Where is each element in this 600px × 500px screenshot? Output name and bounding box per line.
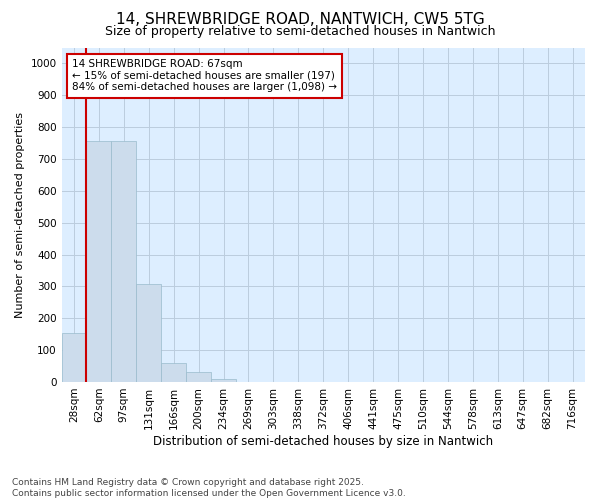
Bar bbox=[211, 379, 236, 382]
Bar bbox=[86, 142, 112, 382]
Text: 14 SHREWBRIDGE ROAD: 67sqm
← 15% of semi-detached houses are smaller (197)
84% o: 14 SHREWBRIDGE ROAD: 67sqm ← 15% of semi… bbox=[72, 59, 337, 92]
Y-axis label: Number of semi-detached properties: Number of semi-detached properties bbox=[15, 112, 25, 318]
X-axis label: Distribution of semi-detached houses by size in Nantwich: Distribution of semi-detached houses by … bbox=[153, 434, 493, 448]
Text: 14, SHREWBRIDGE ROAD, NANTWICH, CW5 5TG: 14, SHREWBRIDGE ROAD, NANTWICH, CW5 5TG bbox=[116, 12, 484, 28]
Bar bbox=[62, 332, 86, 382]
Bar bbox=[186, 372, 211, 382]
Bar bbox=[136, 284, 161, 382]
Text: Contains HM Land Registry data © Crown copyright and database right 2025.
Contai: Contains HM Land Registry data © Crown c… bbox=[12, 478, 406, 498]
Bar bbox=[112, 142, 136, 382]
Bar bbox=[161, 364, 186, 382]
Text: Size of property relative to semi-detached houses in Nantwich: Size of property relative to semi-detach… bbox=[105, 25, 495, 38]
